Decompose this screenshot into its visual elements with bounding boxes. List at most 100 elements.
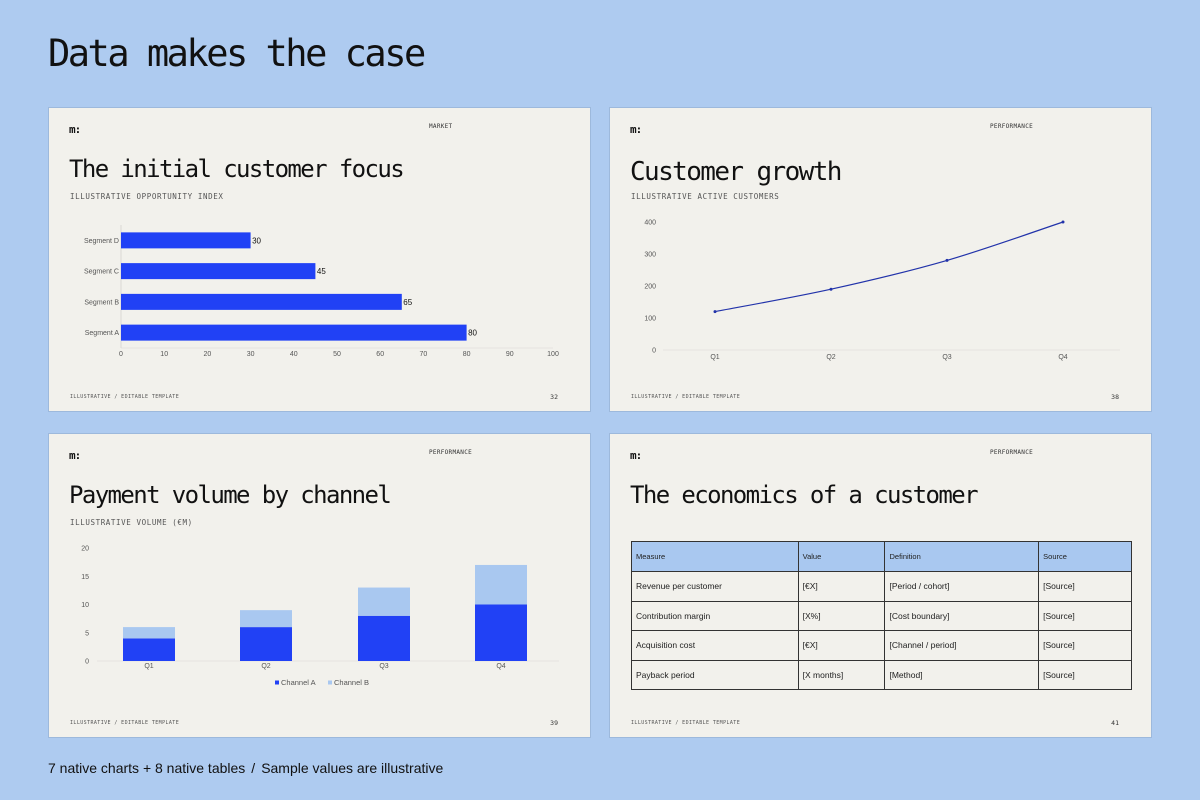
table-cell: [Method]: [884, 659, 1040, 690]
x-tick-label: Q1: [710, 354, 719, 361]
legend-label: Channel A: [281, 678, 316, 687]
data-label: 80: [468, 329, 477, 338]
slide-market-focus[interactable]: m: MARKET The initial customer focus ILL…: [48, 107, 591, 412]
table-cell: Contribution margin: [631, 600, 799, 631]
table-cell: [€X]: [797, 571, 886, 602]
table-cell: [X months]: [797, 659, 886, 690]
y-tick-label: 15: [81, 574, 89, 581]
brand-logo: m:: [69, 449, 81, 462]
y-tick-label: 0: [85, 659, 89, 666]
category-label: Segment A: [85, 330, 120, 337]
x-tick-label: Q2: [826, 354, 835, 361]
horizontal-bar-chart: Segment D 30 Segment C 45 Segment B 65 Segment…: [84, 225, 559, 358]
data-point: [945, 258, 949, 262]
stacked-bar-segment: [240, 610, 292, 628]
y-tick-label: 0: [652, 348, 656, 355]
slide-subtitle: ILLUSTRATIVE OPPORTUNITY INDEX: [70, 192, 224, 201]
table-cell: Payback period: [631, 659, 799, 690]
legend-swatch: [275, 680, 279, 685]
footer-note-left: 7 native charts + 8 native tables: [48, 760, 246, 776]
data-label: 65: [403, 298, 412, 307]
x-tick-label: 80: [463, 351, 471, 358]
data-point: [713, 310, 717, 314]
table-cell: [Source]: [1038, 630, 1132, 661]
table-cell: Revenue per customer: [631, 571, 799, 602]
economics-table: Measure Value Definition Source Revenue …: [631, 541, 1132, 690]
legend-swatch: [328, 680, 332, 685]
slide-footer: ILLUSTRATIVE / EDITABLE TEMPLATE: [631, 720, 741, 726]
slide-subtitle: ILLUSTRATIVE ACTIVE CUSTOMERS: [631, 192, 780, 201]
stacked-bar-segment: [123, 627, 175, 639]
table-header-cell: Value: [797, 541, 886, 572]
stacked-bar-segment: [475, 604, 527, 661]
category-label: Segment C: [84, 269, 119, 276]
x-tick-label: 70: [420, 351, 428, 358]
table-cell: [X%]: [797, 600, 886, 631]
slide-title: Customer growth: [630, 157, 842, 187]
stacked-bar-segment: [358, 587, 410, 616]
slide-tag: PERFORMANCE: [990, 449, 1034, 456]
category-label: Segment D: [84, 238, 119, 245]
legend-label: Channel B: [334, 678, 369, 687]
table-cell: [Source]: [1038, 571, 1132, 602]
data-point: [1061, 220, 1065, 224]
x-tick-label: 60: [376, 351, 384, 358]
y-tick-label: 10: [81, 602, 89, 609]
table-row: Acquisition cost [€X] [Channel / period]…: [631, 630, 1132, 661]
table-cell: Acquisition cost: [631, 630, 799, 661]
slide-page-number: 39: [550, 719, 558, 727]
data-point: [829, 287, 833, 291]
y-tick-label: 20: [81, 546, 89, 553]
line-chart: 0 100 200 300 400 Q1 Q2 Q3 Q4: [644, 220, 1120, 361]
bar: [121, 324, 467, 341]
footer-note: 7 native charts + 8 native tables / Sample…: [48, 760, 443, 776]
slide-subtitle: ILLUSTRATIVE VOLUME (€M): [70, 518, 193, 527]
table-cell: [Period / cohort]: [884, 571, 1040, 602]
slide-tag: PERFORMANCE: [990, 123, 1034, 130]
x-tick-label: 0: [119, 351, 123, 358]
table-row: Revenue per customer [€X] [Period / coho…: [631, 571, 1132, 602]
stacked-bar-segment: [358, 615, 410, 661]
table-header-row: Measure Value Definition Source: [631, 541, 1132, 572]
data-label: 45: [317, 267, 326, 276]
footer-separator: /: [251, 760, 256, 776]
x-tick-label: Q3: [379, 663, 388, 670]
y-tick-label: 5: [85, 630, 89, 637]
page-title: Data makes the case: [48, 32, 426, 75]
slide-title: The initial customer focus: [69, 155, 405, 183]
x-tick-label: Q1: [144, 663, 153, 670]
x-tick-label: Q3: [942, 354, 951, 361]
slide-tag: MARKET: [429, 123, 453, 130]
slide-page-number: 38: [1111, 393, 1119, 401]
bar: [121, 263, 316, 280]
x-tick-label: Q4: [496, 663, 505, 670]
x-tick-label: 20: [204, 351, 212, 358]
x-tick-label: Q2: [261, 663, 270, 670]
slide-customer-economics[interactable]: m: PERFORMANCE The economics of a custom…: [609, 433, 1152, 738]
slide-payment-volume[interactable]: m: PERFORMANCE Payment volume by channel…: [48, 433, 591, 738]
table-cell: [Cost boundary]: [884, 600, 1040, 631]
slide-footer: ILLUSTRATIVE / EDITABLE TEMPLATE: [70, 394, 180, 400]
stacked-bar-segment: [475, 564, 527, 605]
slide-tag: PERFORMANCE: [429, 449, 473, 456]
slide-footer: ILLUSTRATIVE / EDITABLE TEMPLATE: [631, 394, 741, 400]
category-label: Segment B: [84, 299, 119, 306]
table-header-cell: Source: [1038, 541, 1132, 572]
x-tick-label: 10: [160, 351, 168, 358]
table-row: Contribution margin [X%] [Cost boundary]…: [631, 600, 1132, 631]
x-tick-label: 40: [290, 351, 298, 358]
table-row: Payback period [X months] [Method] [Sour…: [631, 659, 1132, 690]
table-cell: [€X]: [797, 630, 886, 661]
y-tick-label: 300: [644, 252, 656, 259]
slide-footer: ILLUSTRATIVE / EDITABLE TEMPLATE: [70, 720, 180, 726]
y-tick-label: 100: [644, 316, 656, 323]
brand-logo: m:: [630, 123, 642, 136]
slide-customer-growth[interactable]: m: PERFORMANCE Customer growth ILLUSTRAT…: [609, 107, 1152, 412]
table-cell: [Source]: [1038, 600, 1132, 631]
footer-note-right: Sample values are illustrative: [261, 760, 444, 776]
slide-page-number: 32: [550, 393, 558, 401]
stacked-bar-chart: 0 5 10 15 20 Q1 Q2 Q3 Q4 Channel A Channel B: [81, 546, 559, 687]
stacked-bar-segment: [240, 627, 292, 661]
table-header-cell: Definition: [884, 541, 1040, 572]
table-cell: [Source]: [1038, 659, 1132, 690]
